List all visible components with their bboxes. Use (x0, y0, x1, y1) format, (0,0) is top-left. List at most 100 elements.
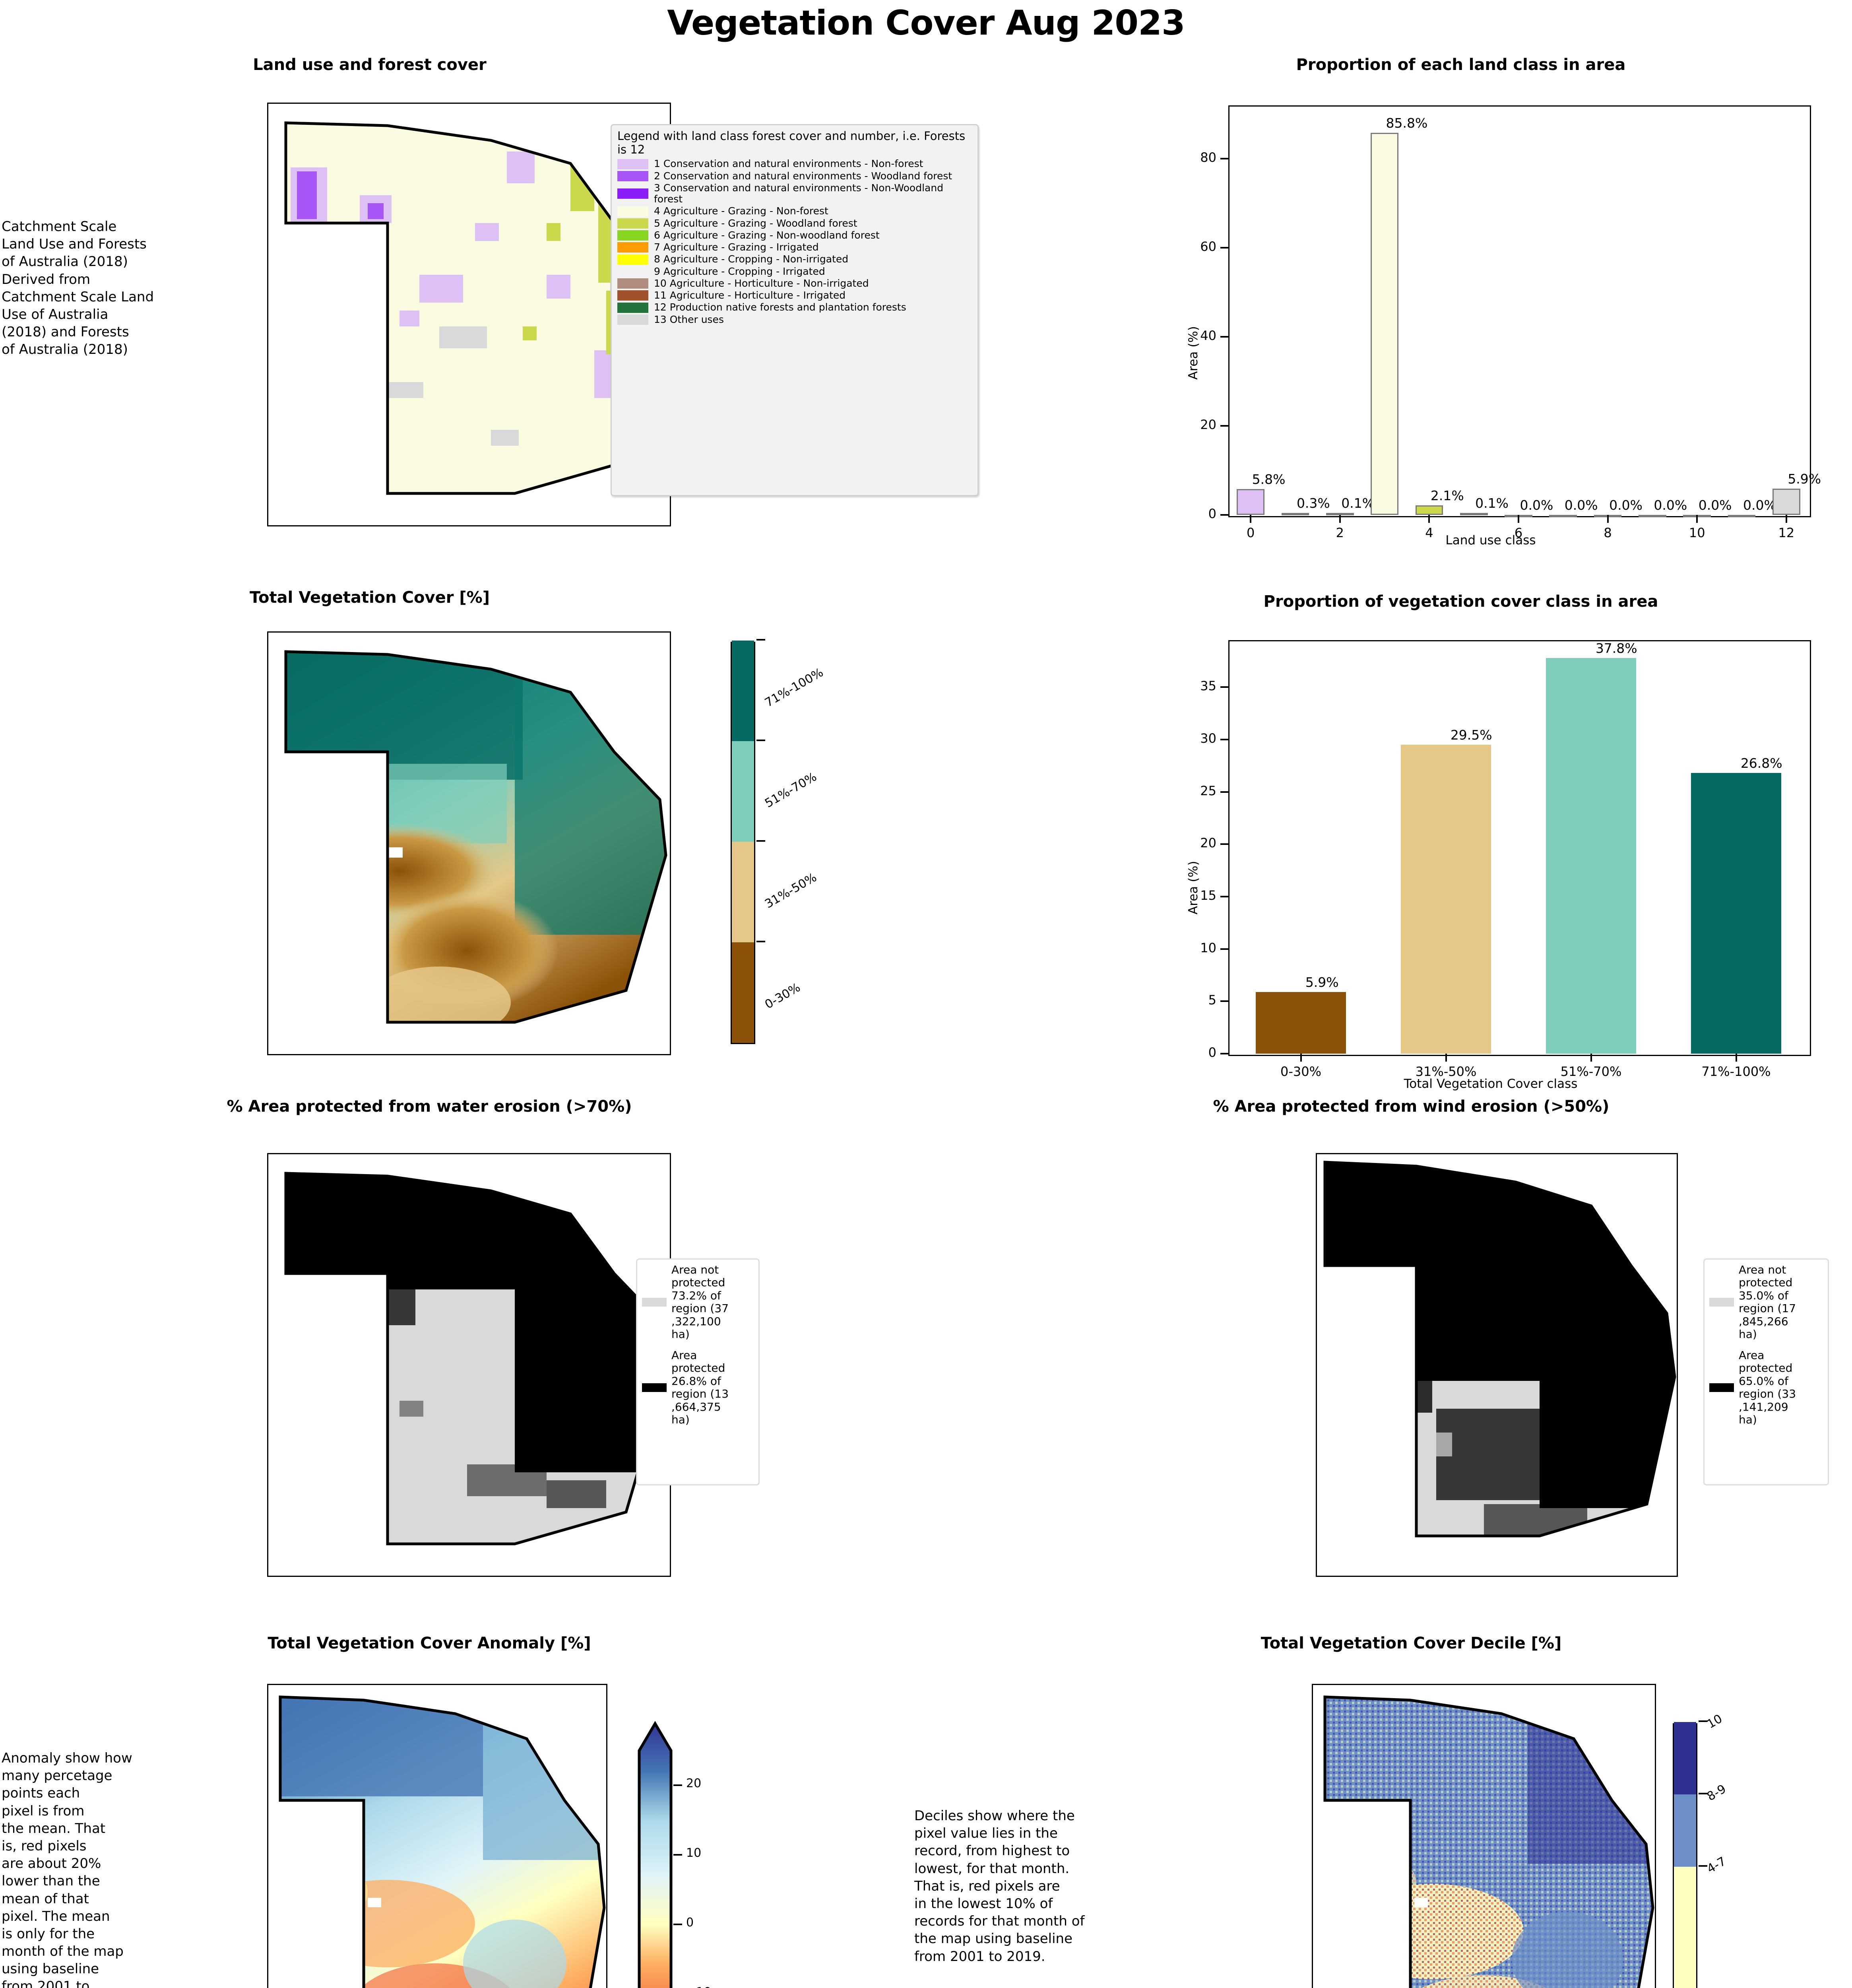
cover-map[interactable] (267, 631, 671, 1055)
landuse-legend-item: 7 Agriculture - Grazing - Irrigated (612, 241, 977, 253)
landuse-chart-xlabel: Land use class (1445, 533, 1536, 547)
not-protected-swatch (1709, 1298, 1734, 1307)
anomaly-map[interactable] (267, 1684, 607, 1988)
legend-item-label: 12 Production native forests and plantat… (654, 301, 906, 313)
legend-item-label: 9 Agriculture - Cropping - Irrigated (654, 265, 825, 277)
water-erosion-map[interactable] (267, 1153, 671, 1577)
legend-swatch (617, 230, 648, 241)
bar[interactable] (1772, 488, 1800, 515)
colorbar-tick-label: 0 (686, 1916, 694, 1930)
legend-item-label: 5 Agriculture - Grazing - Woodland fores… (654, 217, 857, 229)
colorbar-tick (756, 639, 765, 641)
wind-erosion-legend: Area not protected 35.0% of region (17 ,… (1703, 1258, 1829, 1485)
y-axis-tick (1220, 514, 1228, 516)
decile-map[interactable] (1312, 1684, 1656, 1988)
x-axis-tick (1300, 1054, 1302, 1062)
landuse-legend-item: 5 Agriculture - Grazing - Woodland fores… (612, 217, 977, 229)
colorbar-band (732, 842, 754, 942)
bar[interactable] (1728, 515, 1756, 517)
legend-item-label: 6 Agriculture - Grazing - Non-woodland f… (654, 229, 880, 241)
legend-item-label: 3 Conservation and natural environments … (654, 182, 944, 205)
colorbar-tick-label: 31%-50% (762, 870, 819, 911)
colorbar-band (1674, 1722, 1696, 1795)
legend-swatch (617, 242, 648, 253)
bar-value-label: 26.8% (1740, 755, 1782, 771)
bar-value-label: 37.8% (1595, 640, 1637, 656)
cover-map-graphic (284, 650, 667, 1024)
landuse-legend-item: 2 Conservation and natural environments … (612, 170, 977, 182)
colorbar-band (1674, 1867, 1696, 1988)
legend-swatch (617, 278, 648, 289)
bar-value-label: 29.5% (1450, 727, 1492, 743)
y-axis-tick (1220, 336, 1228, 338)
bar[interactable] (1460, 513, 1488, 515)
legend-swatch (617, 218, 648, 229)
bar[interactable] (1546, 658, 1636, 1054)
x-axis-tick-label: 51%-70% (1560, 1064, 1622, 1079)
not-protected-label: Area not protected 73.2% of region (37 ,… (671, 1263, 729, 1341)
landuse-legend-item: 6 Agriculture - Grazing - Non-woodland f… (612, 229, 977, 241)
water-legend-row-not-protected: Area not protected 73.2% of region (37 ,… (637, 1260, 758, 1345)
y-axis-tick (1220, 686, 1228, 688)
bar[interactable] (1415, 505, 1443, 515)
colorbar-tick (756, 740, 765, 741)
landuse-legend-item: 11 Agriculture - Horticulture - Irrigate… (612, 289, 977, 301)
x-axis-tick-label: 10 (1689, 525, 1705, 540)
not-protected-swatch (642, 1298, 667, 1307)
water-erosion-legend: Area not protected 73.2% of region (37 ,… (636, 1258, 760, 1485)
legend-swatch (617, 290, 648, 301)
anomaly-title: Total Vegetation Cover Anomaly [%] (268, 1634, 591, 1652)
landuse-legend-item: 1 Conservation and natural environments … (612, 158, 977, 170)
legend-swatch (617, 266, 648, 277)
bar-value-label: 2.1% (1430, 488, 1464, 504)
legend-item-label: 1 Conservation and natural environments … (654, 158, 923, 170)
bar[interactable] (1401, 745, 1491, 1054)
x-axis-tick (1607, 515, 1609, 523)
landuse-map[interactable] (267, 103, 671, 526)
cover-bar-chart[interactable]: Area (%) Total Vegetation Cover class 5.… (1169, 636, 1813, 1091)
legend-item-label: 7 Agriculture - Grazing - Irrigated (654, 241, 819, 253)
landuse-legend-title: Legend with land class forest cover and … (617, 129, 966, 157)
x-axis-tick (1785, 515, 1787, 523)
y-axis-tick (1220, 425, 1228, 427)
y-axis-tick-label: 40 (1200, 328, 1216, 344)
bar-value-label: 0.1% (1341, 495, 1375, 511)
x-axis-tick-label: 4 (1425, 525, 1433, 540)
legend-swatch (617, 159, 648, 169)
wind-erosion-map[interactable] (1316, 1153, 1678, 1577)
bar[interactable] (1371, 133, 1398, 515)
legend-item-label: 10 Agriculture - Horticulture - Non-irri… (654, 277, 869, 289)
landuse-chart-plot-area (1228, 105, 1811, 517)
landuse-map-title: Land use and forest cover (253, 56, 487, 74)
x-axis-tick (1445, 1054, 1447, 1062)
bar-value-label: 0.3% (1296, 495, 1330, 511)
bar[interactable] (1639, 515, 1666, 517)
colorbar-tick (756, 941, 765, 942)
landuse-bar-chart[interactable]: Area (%) Land use class 5.8% 0.3% 0.1% 85.8… (1169, 101, 1821, 547)
x-axis-tick-label: 2 (1336, 525, 1344, 540)
protected-swatch (642, 1383, 667, 1392)
colorbar-tick-label: 71%-100% (762, 665, 826, 710)
colorbar-tick-label: 20 (686, 1776, 702, 1791)
bar[interactable] (1691, 773, 1781, 1054)
anomaly-note: Anomaly show how many percetage points e… (2, 1750, 132, 1988)
colorbar-tick (673, 1784, 682, 1786)
legend-swatch (617, 206, 648, 217)
bar[interactable] (1256, 992, 1346, 1054)
bar[interactable] (1549, 515, 1577, 517)
decile-title: Total Vegetation Cover Decile [%] (1261, 1634, 1562, 1652)
y-axis-tick-label: 60 (1200, 239, 1216, 254)
bar[interactable] (1326, 513, 1354, 515)
x-axis-tick (1250, 515, 1252, 523)
landuse-legend-item: 9 Agriculture - Cropping - Irrigated (612, 266, 977, 278)
bar-value-label: 0.0% (1743, 497, 1776, 513)
bar[interactable] (1281, 513, 1309, 515)
colorbar-tick (1699, 1865, 1707, 1867)
y-axis-tick-label: 0 (1208, 1045, 1216, 1060)
bar-value-label: 5.8% (1252, 472, 1286, 487)
x-axis-tick (1696, 515, 1698, 523)
y-axis-tick-label: 15 (1200, 888, 1216, 903)
legend-swatch (617, 171, 648, 181)
bar[interactable] (1237, 489, 1264, 515)
y-axis-tick (1220, 948, 1228, 950)
